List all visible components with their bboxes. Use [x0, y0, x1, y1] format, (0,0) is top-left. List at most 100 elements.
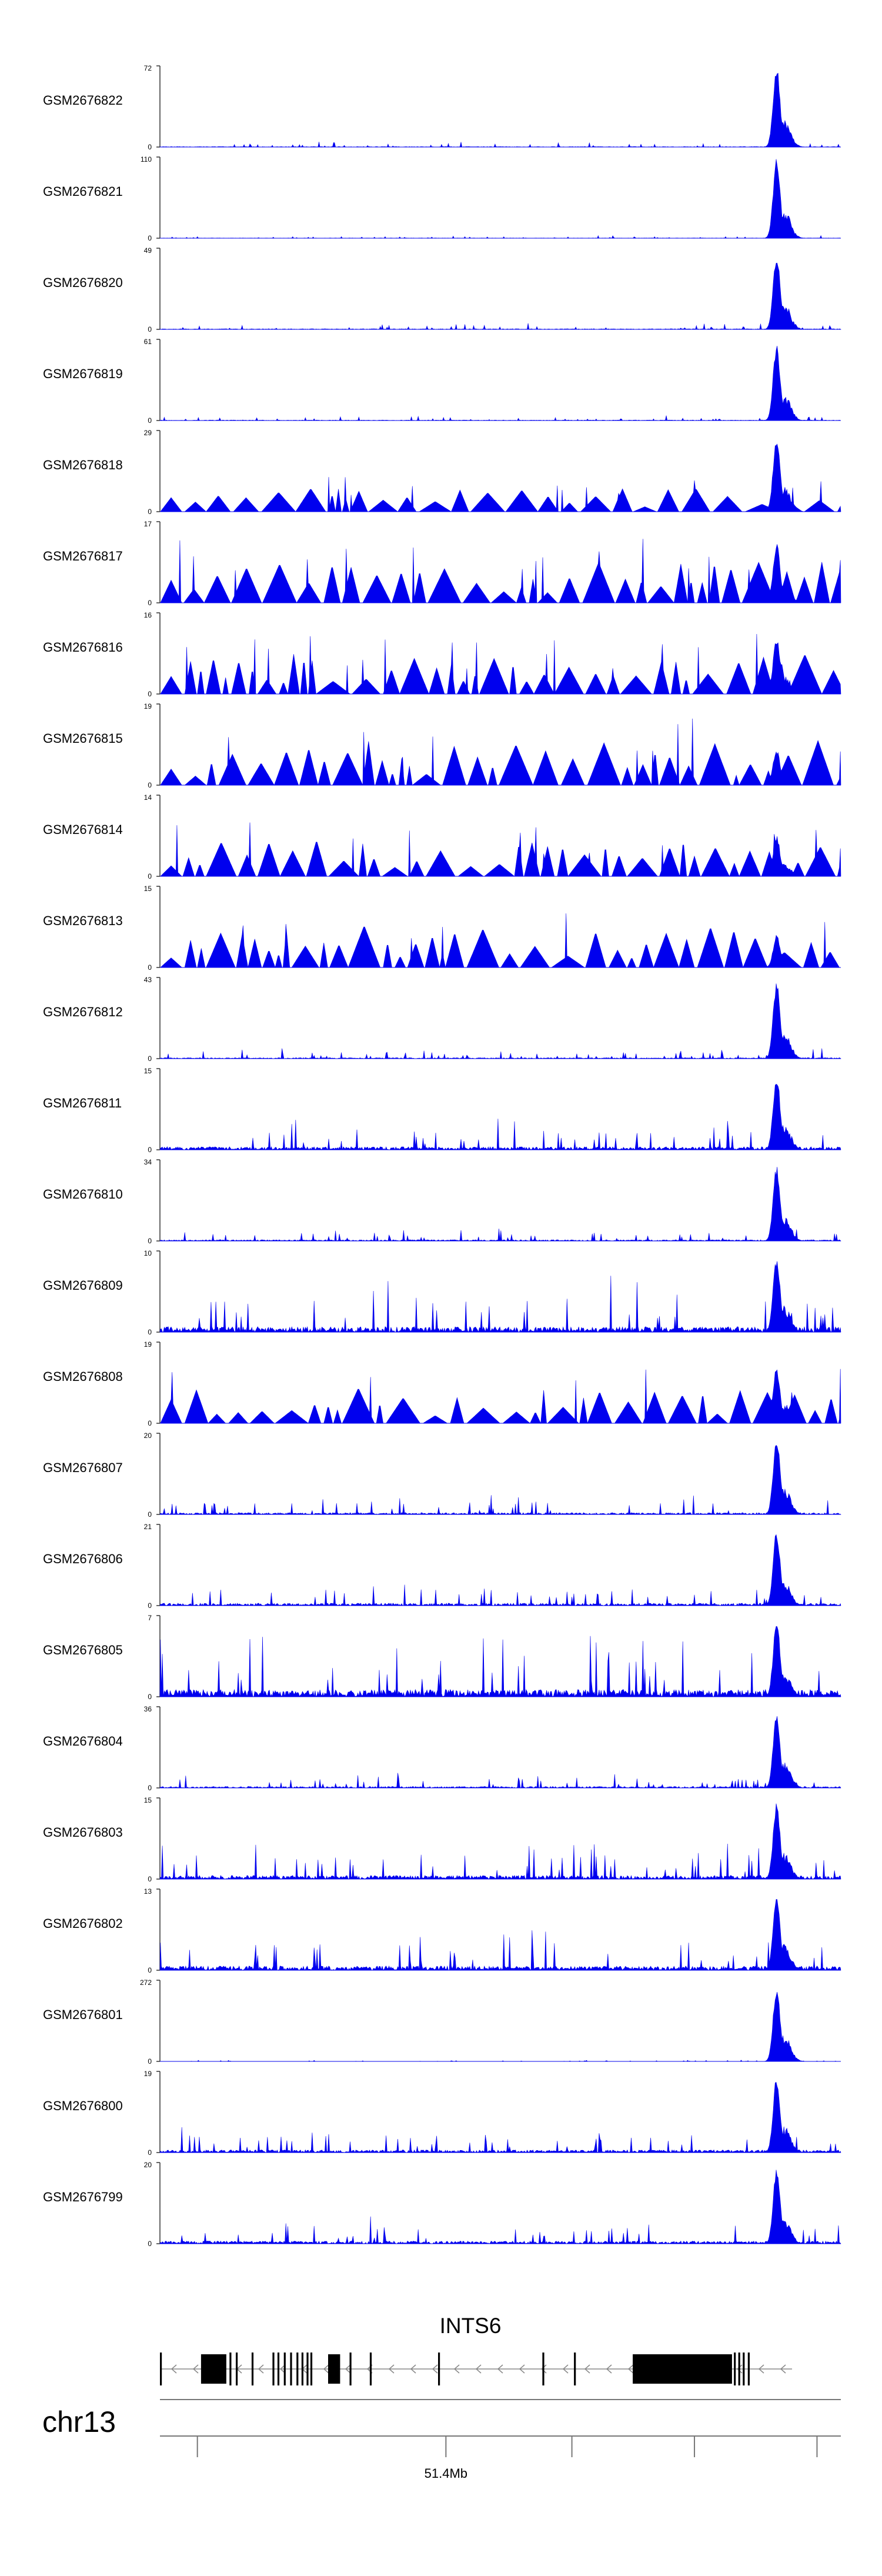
y-min-label: 0	[148, 1055, 152, 1063]
signal-area	[159, 159, 841, 239]
track-GSM2676805: GSM2676805 7 0	[43, 1614, 841, 1701]
exon	[277, 2353, 280, 2385]
track-GSM2676801: GSM2676801 272 0	[43, 1978, 841, 2066]
strand-arrow	[475, 2364, 482, 2374]
y-min-label: 0	[148, 781, 152, 789]
y-min-label: 0	[148, 1875, 152, 1883]
strand-arrow	[540, 2364, 547, 2374]
signal-area	[159, 1716, 841, 1788]
chromosome-axis-track: chr13 51.4Mb	[42, 2399, 841, 2481]
exon	[290, 2353, 292, 2385]
strand-arrow	[192, 2364, 199, 2374]
signal-area	[159, 346, 841, 421]
track-label: GSM2676807	[43, 1460, 123, 1475]
y-min-label: 0	[148, 508, 152, 516]
chromosome-label: chr13	[42, 2405, 116, 2438]
strand-arrow	[258, 2364, 264, 2374]
exon	[349, 2353, 352, 2385]
strand-arrow	[345, 2364, 351, 2374]
track-GSM2676810: GSM2676810 34 0	[43, 1158, 841, 1245]
signal-area	[159, 1534, 841, 1606]
y-max-label: 16	[144, 611, 152, 619]
y-min-label: 0	[148, 599, 152, 607]
track-label: GSM2676804	[43, 1734, 123, 1749]
track-GSM2676800: GSM2676800 19 0	[43, 2070, 841, 2157]
track-label: GSM2676808	[43, 1369, 123, 1384]
strand-arrow	[584, 2364, 590, 2374]
y-max-label: 10	[144, 1249, 152, 1257]
track-GSM2676803: GSM2676803 15 0	[43, 1796, 841, 1883]
signal-tracks: GSM2676822720GSM26768211100GSM2676820490…	[43, 64, 842, 2248]
signal-area	[159, 1626, 841, 1697]
signal-area	[159, 1261, 841, 1333]
y-max-label: 61	[144, 338, 152, 346]
exon	[296, 2353, 299, 2385]
gene-track: INTS6	[160, 2314, 792, 2385]
track-label: GSM2676813	[43, 913, 123, 928]
y-max-label: 19	[144, 1340, 152, 1349]
signal-area	[160, 913, 841, 969]
y-max-label: 17	[144, 520, 152, 528]
track-label: GSM2676800	[43, 2098, 123, 2113]
y-min-label: 0	[148, 1966, 152, 1974]
track-label: GSM2676811	[43, 1096, 122, 1110]
track-label: GSM2676802	[43, 1916, 123, 1931]
track-label: GSM2676801	[43, 2007, 123, 2022]
strand-arrow	[453, 2364, 460, 2374]
exon	[201, 2354, 226, 2384]
y-min-label: 0	[148, 1693, 152, 1701]
track-label: GSM2676821	[43, 184, 123, 199]
y-max-label: 15	[144, 885, 152, 893]
track-GSM2676820: GSM2676820 49 0	[43, 246, 842, 333]
strand-arrow	[780, 2364, 786, 2374]
track-GSM2676812: GSM2676812 43 0	[43, 976, 841, 1063]
strand-arrow	[519, 2364, 525, 2374]
track-GSM2676819: GSM2676819 61 0	[43, 338, 841, 425]
exon	[310, 2353, 313, 2385]
exon	[542, 2353, 544, 2385]
signal-area	[160, 718, 841, 786]
gene-name-label: INTS6	[440, 2314, 502, 2338]
track-label: GSM2676817	[43, 549, 123, 563]
strand-arrow	[410, 2364, 416, 2374]
track-label: GSM2676822	[43, 93, 123, 108]
y-min-label: 0	[148, 2240, 152, 2248]
y-max-label: 7	[148, 1614, 152, 1622]
track-GSM2676813: GSM2676813 15 0	[43, 885, 841, 972]
track-label: GSM2676809	[43, 1278, 123, 1293]
y-min-label: 0	[148, 1510, 152, 1519]
strand-arrow	[736, 2364, 743, 2374]
signal-area	[159, 1899, 841, 1971]
y-max-label: 21	[144, 1523, 152, 1531]
strand-arrow	[627, 2364, 634, 2374]
track-GSM2676804: GSM2676804 36 0	[43, 1705, 841, 1792]
exon	[229, 2353, 232, 2385]
y-max-label: 14	[144, 793, 152, 802]
y-min-label: 0	[148, 1237, 152, 1245]
exon	[734, 2353, 736, 2385]
track-label: GSM2676805	[43, 1643, 123, 1657]
y-max-label: 19	[144, 2070, 152, 2078]
y-max-label: 15	[144, 1796, 152, 1804]
signal-area	[159, 73, 841, 148]
track-GSM2676821: GSM2676821 110 0	[43, 155, 841, 242]
exon	[283, 2353, 286, 2385]
signal-area	[160, 539, 841, 603]
track-label: GSM2676814	[43, 822, 123, 837]
gene-model-ints6	[160, 2353, 792, 2385]
exon	[738, 2353, 740, 2385]
track-GSM2676814: GSM2676814 14 0	[43, 793, 841, 880]
track-GSM2676822: GSM2676822 72 0	[43, 64, 841, 151]
exon	[747, 2353, 750, 2385]
track-label: GSM2676820	[43, 275, 123, 290]
strand-arrow	[323, 2364, 329, 2374]
y-min-label: 0	[148, 2057, 152, 2066]
strand-arrow	[171, 2364, 177, 2374]
track-label: GSM2676818	[43, 458, 123, 472]
exon	[301, 2353, 303, 2385]
y-min-label: 0	[148, 1784, 152, 1792]
track-label: GSM2676812	[43, 1005, 123, 1019]
track-GSM2676818: GSM2676818 29 0	[43, 429, 841, 516]
y-max-label: 36	[144, 1705, 152, 1713]
